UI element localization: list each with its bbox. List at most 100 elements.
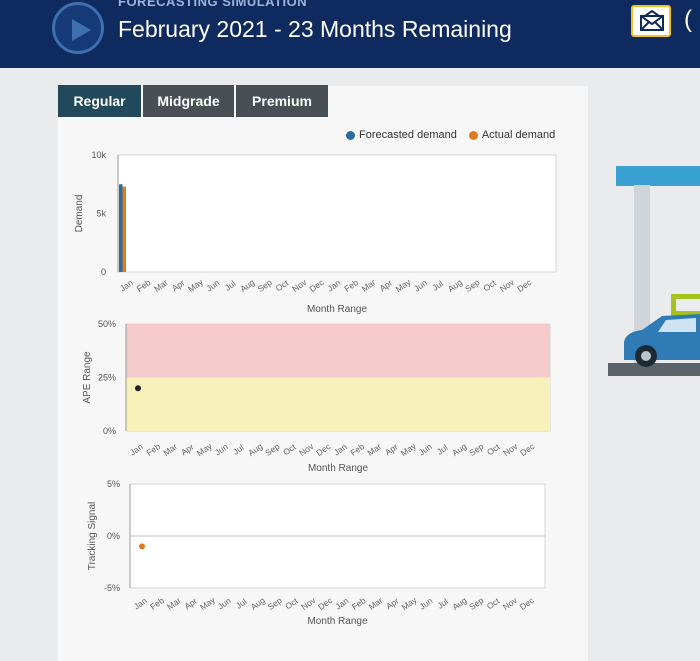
chart2-x-tick-label: Sep [263, 441, 281, 458]
chart3-x-tick-label: Jan [333, 595, 350, 611]
chart2-y-tick-label: 0% [103, 426, 116, 436]
chart1-x-tick-label: Sep [463, 277, 481, 294]
chart2-x-tick-label: Jan [332, 441, 349, 457]
chart3-x-tick-label: Mar [367, 595, 385, 612]
chart2-band-0 [126, 324, 550, 378]
chart2-x-tick-label: Nov [297, 441, 316, 458]
chart2-y-axis-title: APE Range [82, 351, 93, 404]
chart3-x-tick-label: Jun [417, 595, 434, 611]
fuel-pump-outline [671, 294, 700, 316]
page-title: February 2021 - 23 Months Remaining [118, 16, 512, 42]
legend-actual: Actual demand [468, 129, 556, 141]
tab-regular[interactable]: Regular [58, 85, 141, 117]
car-illustration [624, 314, 700, 367]
chart3-y-tick-label: -5% [104, 583, 120, 593]
chart3-x-tick-label: Oct [485, 595, 502, 611]
chart3-x-tick-label: Apr [182, 596, 199, 612]
chart2-y-tick-label: 50% [98, 319, 116, 329]
chart2-x-tick-label: Oct [281, 441, 298, 457]
chart2-x-tick-label: Sep [467, 441, 485, 458]
chart1-x-tick-label: Jul [430, 278, 445, 292]
chart1-x-tick-label: Jun [412, 277, 429, 293]
chart3-x-tick-label: Oct [283, 595, 300, 611]
gas-station-sign [616, 166, 700, 186]
legend-actual-swatch [468, 130, 478, 140]
chart2-x-tick-label: Jun [417, 441, 434, 457]
chart1-x-tick-label: Nov [290, 277, 309, 294]
chart1-x-tick-label: Jan [118, 277, 135, 293]
chart1-x-tick-label: Aug [238, 277, 256, 294]
chart1-y-tick-label: 0 [101, 267, 106, 277]
chart2-x-tick-label: Dec [314, 441, 333, 458]
chart1-x-tick-label: Aug [446, 277, 464, 294]
messages-button[interactable] [631, 5, 671, 37]
chart3-x-axis-title: Month Range [307, 616, 367, 627]
chart1-x-tick-label: Feb [135, 277, 153, 294]
chart3-x-tick-label: Apr [384, 596, 401, 612]
partial-menu-icon[interactable]: ( [684, 6, 692, 33]
chart1-x-tick-label: Jul [223, 278, 238, 292]
chart1-x-tick-label: Mar [152, 277, 170, 294]
chart3-x-tick-label: Sep [467, 595, 485, 612]
chart1-y-tick-label: 5k [96, 209, 106, 219]
chart3-x-tick-label: Jun [216, 595, 233, 611]
chart1-x-tick-label: Apr [170, 278, 187, 294]
chart1-x-tick-label: Nov [498, 277, 517, 294]
chart3-x-tick-label: Feb [350, 595, 368, 612]
chart3-x-tick-label: Jul [234, 596, 249, 610]
chart1-y-axis-title: Demand [74, 195, 85, 233]
chart2-x-tick-label: May [195, 440, 215, 458]
tab-premium[interactable]: Premium [236, 85, 328, 117]
top-header: FORECASTING SIMULATION February 2021 - 2… [0, 0, 700, 68]
chart2-x-tick-label: May [399, 440, 419, 458]
legend-actual-label: Actual demand [481, 129, 556, 141]
chart1-x-tick-label: Jan [325, 277, 342, 293]
chart2-x-tick-label: Oct [485, 441, 502, 457]
chart2-x-tick-label: Aug [450, 441, 468, 458]
chart1-x-tick-label: Oct [274, 277, 291, 293]
chart2-x-tick-label: Aug [246, 441, 264, 458]
chart3-x-tick-label: Mar [165, 595, 183, 612]
chart2-x-tick-label: Nov [501, 441, 520, 458]
chart2-x-tick-label: Jul [231, 442, 246, 456]
legend-forecasted-swatch [346, 130, 355, 140]
chart3-x-tick-label: Jan [132, 595, 149, 611]
chart3-y-tick-label: 0% [107, 531, 120, 541]
legend-forecasted: Forecasted demand [346, 129, 457, 141]
chart2-x-tick-label: Jan [128, 441, 145, 457]
chart2-x-tick-label: Mar [365, 441, 383, 458]
chart1-plot-area [117, 154, 557, 273]
chart1-x-tick-label: Feb [342, 277, 360, 294]
chart1-x-tick-label: Oct [481, 277, 498, 293]
chart2-x-tick-label: Feb [348, 441, 366, 458]
chart2-x-tick-label: Feb [144, 441, 162, 458]
chart1-x-tick-label: Sep [256, 277, 274, 294]
chart1-x-tick-label: Apr [377, 278, 394, 294]
envelope-icon [640, 10, 664, 31]
chart3-x-tick-label: Sep [266, 595, 284, 612]
chart3-x-tick-label: Dec [316, 595, 335, 612]
chart1-bar-forecasted [119, 184, 123, 272]
chart2-y-tick-label: 25% [98, 373, 116, 383]
chart1-x-tick-label: Dec [515, 277, 534, 294]
legend-forecasted-label: Forecasted demand [359, 129, 457, 141]
play-button[interactable] [52, 2, 104, 54]
chart-legend: Forecasted demand Actual demand [346, 129, 555, 141]
fuel-grade-tabs: Regular Midgrade Premium [58, 85, 328, 119]
tab-midgrade[interactable]: Midgrade [143, 85, 234, 117]
simulation-kicker: FORECASTING SIMULATION [118, 0, 308, 9]
chart2-x-axis-title: Month Range [308, 463, 368, 474]
chart2-data-point [135, 385, 141, 392]
chart1-x-tick-label: May [394, 276, 414, 294]
gas-station-ground [608, 363, 700, 376]
chart3-x-tick-label: Jul [435, 596, 450, 610]
chart2-band-1 [126, 377, 550, 431]
chart1-x-tick-label: Jun [204, 277, 221, 293]
chart1-x-tick-label: Dec [308, 277, 327, 294]
chart3-y-axis-title: Tracking Signal [87, 502, 98, 571]
chart2-x-tick-label: Apr [383, 442, 400, 458]
chart3-y-tick-label: 5% [107, 479, 120, 489]
chart2-x-tick-label: Apr [179, 442, 196, 458]
chart1-x-tick-label: May [186, 276, 206, 294]
